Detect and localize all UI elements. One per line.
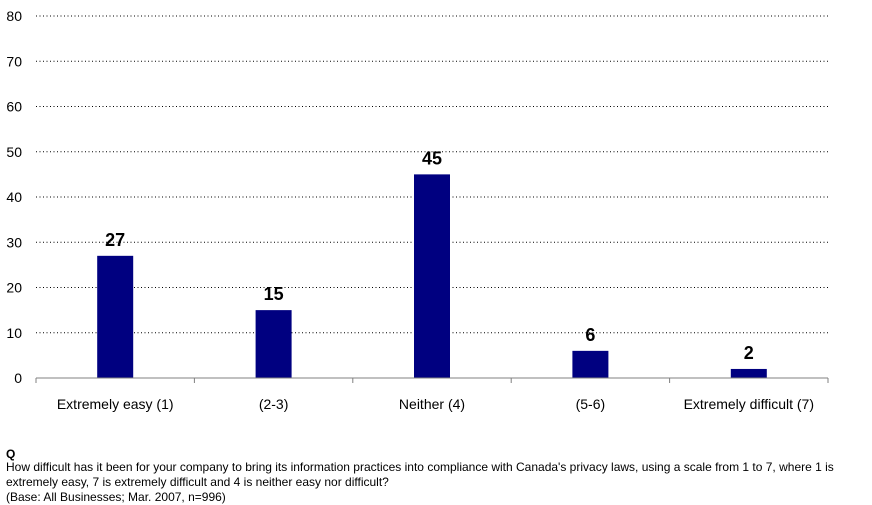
data-label: 15 [264, 284, 284, 304]
x-axis-categories: Extremely easy (1) (2-3) Neither (4) (5-6) E… [57, 396, 814, 412]
x-axis [35, 377, 829, 383]
data-label: 2 [744, 343, 754, 363]
question-label: Q [6, 447, 16, 461]
y-tick-label: 50 [6, 144, 22, 160]
y-tick-label: 80 [6, 8, 22, 24]
data-labels: 27 15 45 6 2 [105, 148, 754, 363]
bar [255, 310, 292, 378]
bar [414, 174, 450, 378]
bar [572, 350, 609, 378]
x-category-label: (2-3) [259, 396, 289, 412]
footnote: Q How difficult has it been for your com… [6, 448, 870, 505]
x-category-label: Neither (4) [399, 396, 465, 412]
bars [97, 174, 767, 378]
y-tick-label: 70 [6, 53, 22, 69]
bar-chart: 0 10 20 30 40 50 60 70 80 27 15 45 6 2 Extremely eas… [6, 8, 829, 412]
bar [97, 255, 134, 378]
question-text: How difficult has it been for your compa… [6, 460, 834, 489]
y-axis-ticks: 0 10 20 30 40 50 60 70 80 [6, 8, 22, 386]
base-text: (Base: All Businesses; Mar. 2007, n=996) [6, 490, 226, 504]
y-tick-label: 20 [6, 280, 22, 296]
bar [730, 368, 767, 378]
y-tick-label: 60 [6, 99, 22, 115]
y-tick-label: 0 [14, 370, 22, 386]
data-label: 6 [585, 325, 595, 345]
y-tick-label: 40 [6, 189, 22, 205]
y-tick-label: 30 [6, 234, 22, 250]
data-label: 45 [422, 148, 442, 168]
x-category-label: Extremely easy (1) [57, 396, 174, 412]
data-label: 27 [105, 230, 125, 250]
x-category-label: Extremely difficult (7) [684, 396, 814, 412]
y-tick-label: 10 [6, 325, 22, 341]
x-category-label: (5-6) [576, 396, 606, 412]
